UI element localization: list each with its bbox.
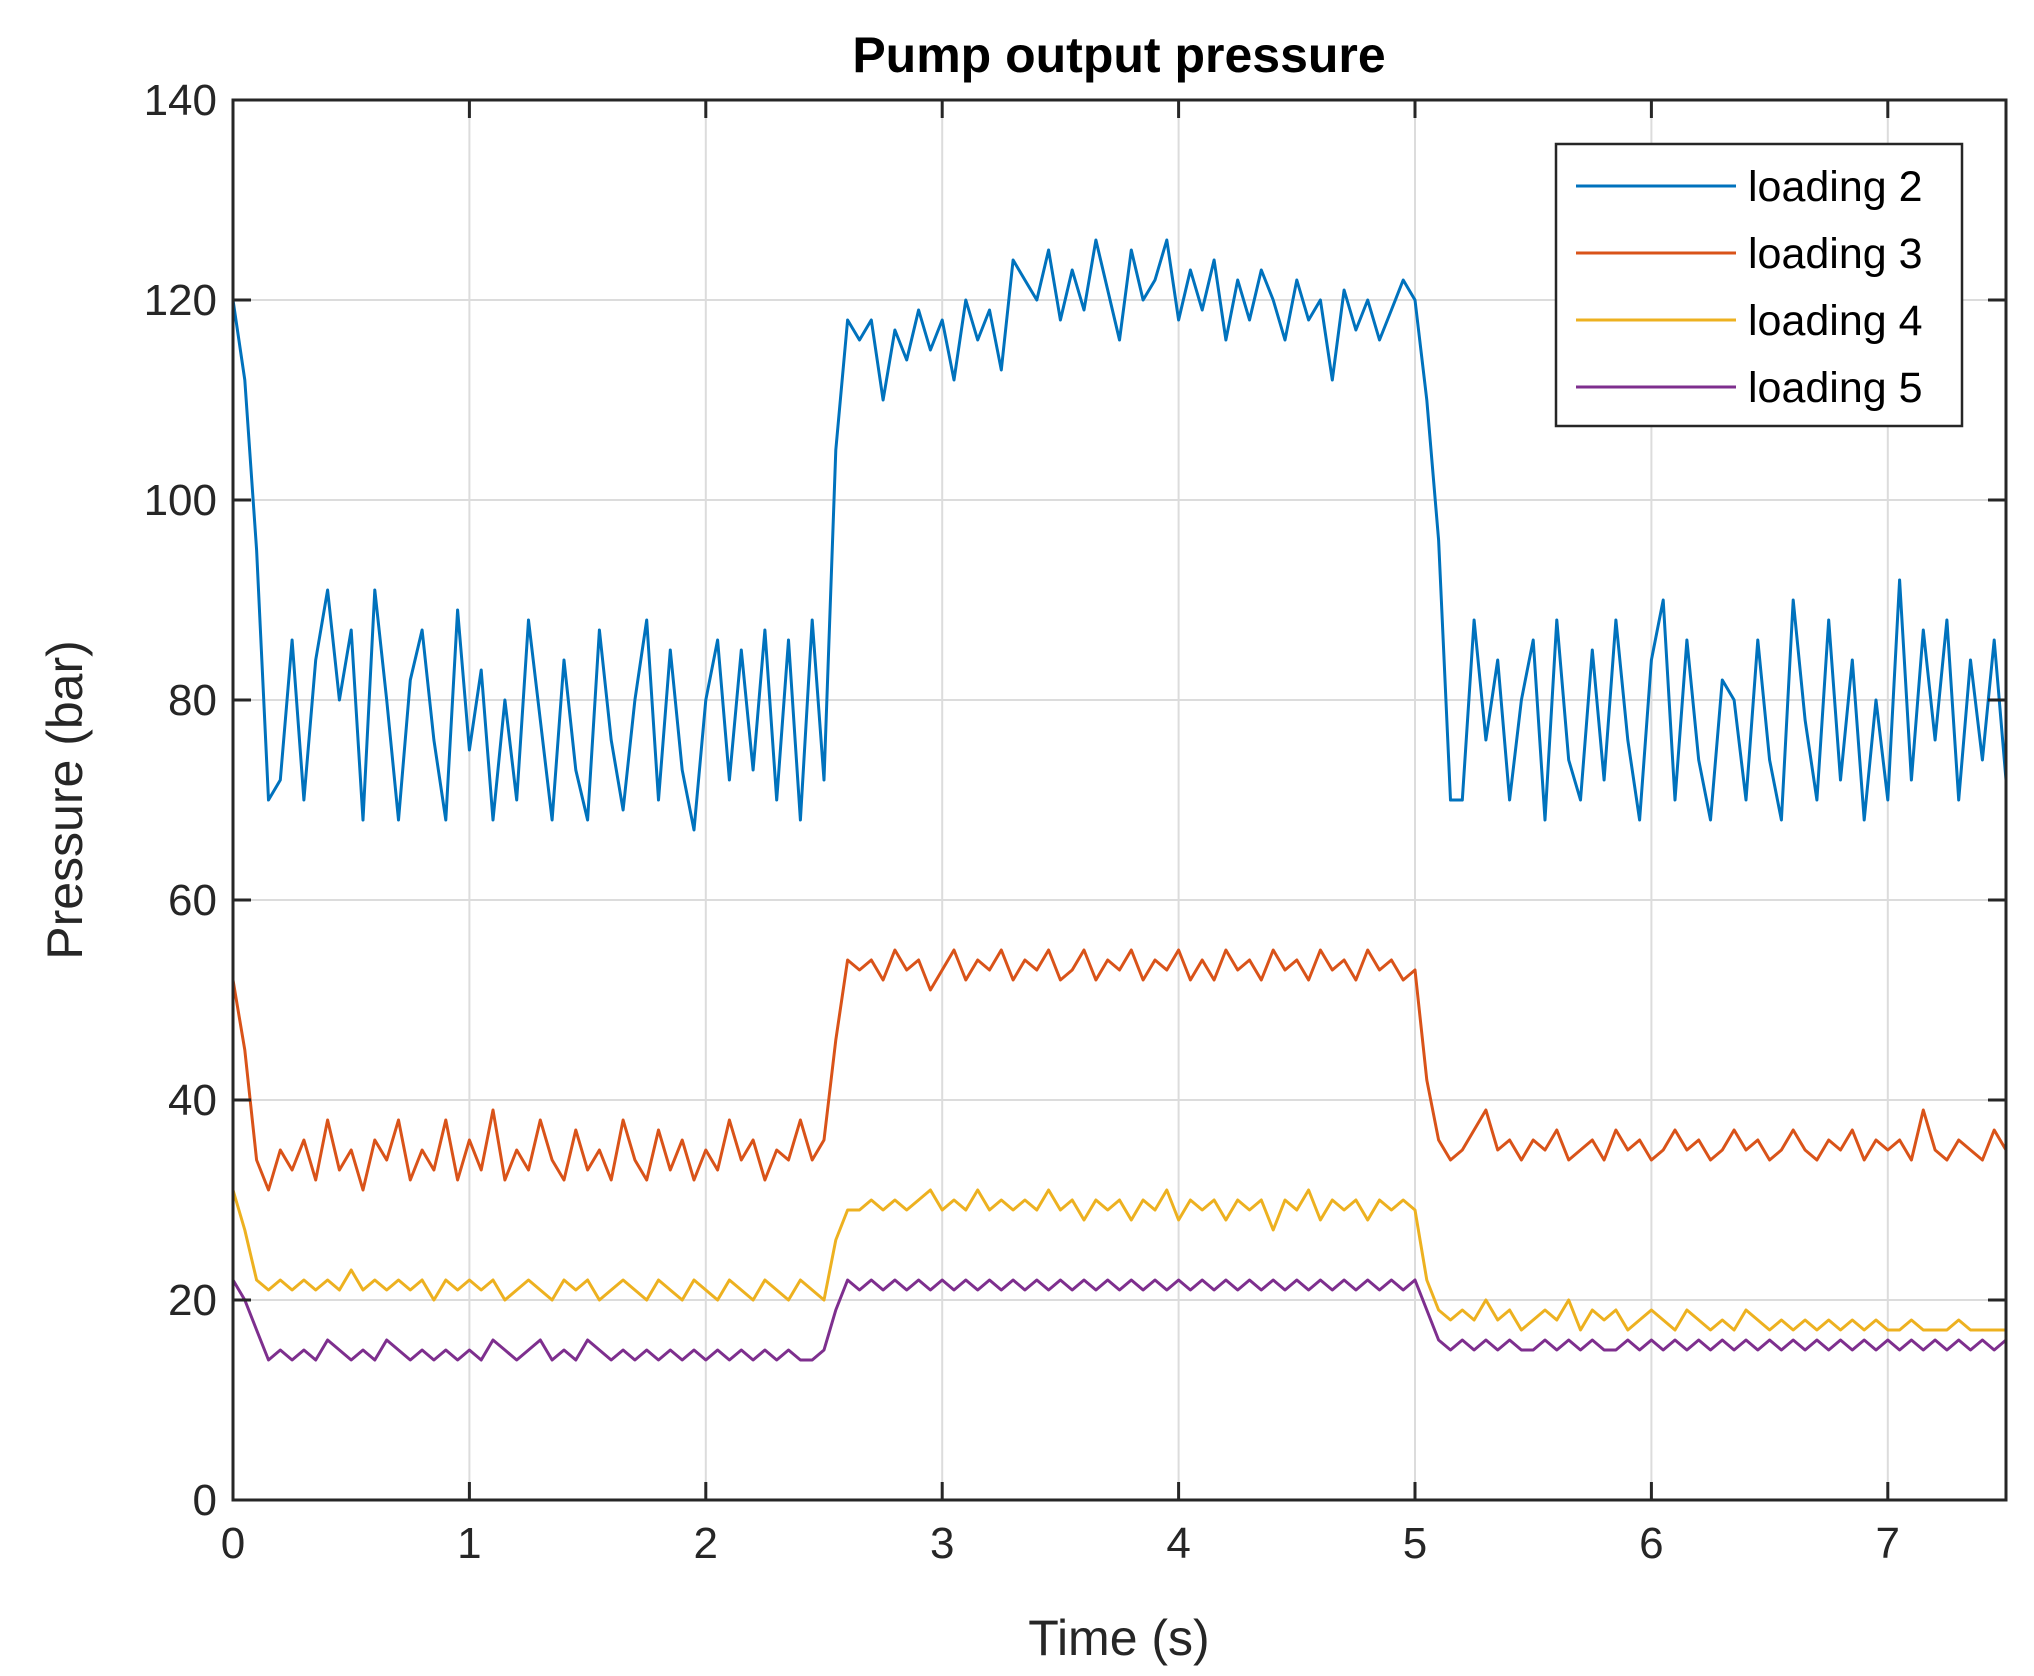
- y-axis-label: Pressure (bar): [37, 640, 93, 960]
- axes-frame: [231, 98, 2008, 1502]
- axis-ticks: [231, 98, 2006, 1502]
- x-tick-labels: 0 1 2 3 4 5 6 7: [221, 1519, 1900, 1568]
- legend-label-loading-4: loading 4: [1748, 297, 1923, 345]
- y-tick-label: 60: [168, 876, 217, 925]
- legend-label-loading-3: loading 3: [1748, 230, 1923, 278]
- legend-label-loading-2: loading 2: [1748, 163, 1923, 211]
- series-line-loading-5: [231, 1278, 2008, 1362]
- legend-label-loading-5: loading 5: [1748, 364, 1923, 412]
- x-tick-label: 0: [221, 1519, 245, 1568]
- series-line-loading-2: [231, 238, 2008, 832]
- x-tick-label: 2: [694, 1519, 718, 1568]
- y-tick-labels: 0 20 40 60 80 100 120 140: [144, 76, 217, 1525]
- x-tick-label: 3: [930, 1519, 954, 1568]
- y-tick-label: 20: [168, 1276, 217, 1325]
- x-tick-label: 7: [1876, 1519, 1900, 1568]
- legend-box: [1554, 142, 1964, 428]
- series-lines: [231, 238, 2008, 1362]
- y-tick-label: 140: [144, 76, 217, 125]
- y-tick-label: 0: [193, 1476, 217, 1525]
- x-tick-label: 1: [457, 1519, 481, 1568]
- series-line-loading-4: [231, 1188, 2008, 1332]
- y-tick-label: 120: [144, 276, 217, 325]
- x-axis-label: Time (s): [1028, 1610, 1209, 1666]
- chart-title: Pump output pressure: [852, 27, 1385, 83]
- y-tick-label: 100: [144, 476, 217, 525]
- y-tick-label: 40: [168, 1076, 217, 1125]
- legend: loading 2 loading 3 loading 4 loading 5: [1554, 142, 1964, 428]
- x-tick-label: 4: [1166, 1519, 1190, 1568]
- y-tick-label: 80: [168, 676, 217, 725]
- series-line-loading-3: [231, 948, 2008, 1192]
- x-tick-label: 6: [1639, 1519, 1663, 1568]
- x-tick-label: 5: [1403, 1519, 1427, 1568]
